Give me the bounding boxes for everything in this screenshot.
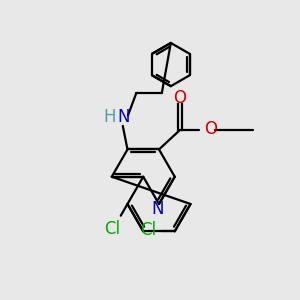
Text: O: O	[204, 120, 218, 138]
Text: H: H	[104, 108, 116, 126]
Text: Cl: Cl	[104, 220, 121, 238]
Text: O: O	[173, 89, 187, 107]
Text: Cl: Cl	[140, 221, 156, 239]
Text: N: N	[151, 200, 164, 217]
Text: N: N	[118, 108, 130, 126]
